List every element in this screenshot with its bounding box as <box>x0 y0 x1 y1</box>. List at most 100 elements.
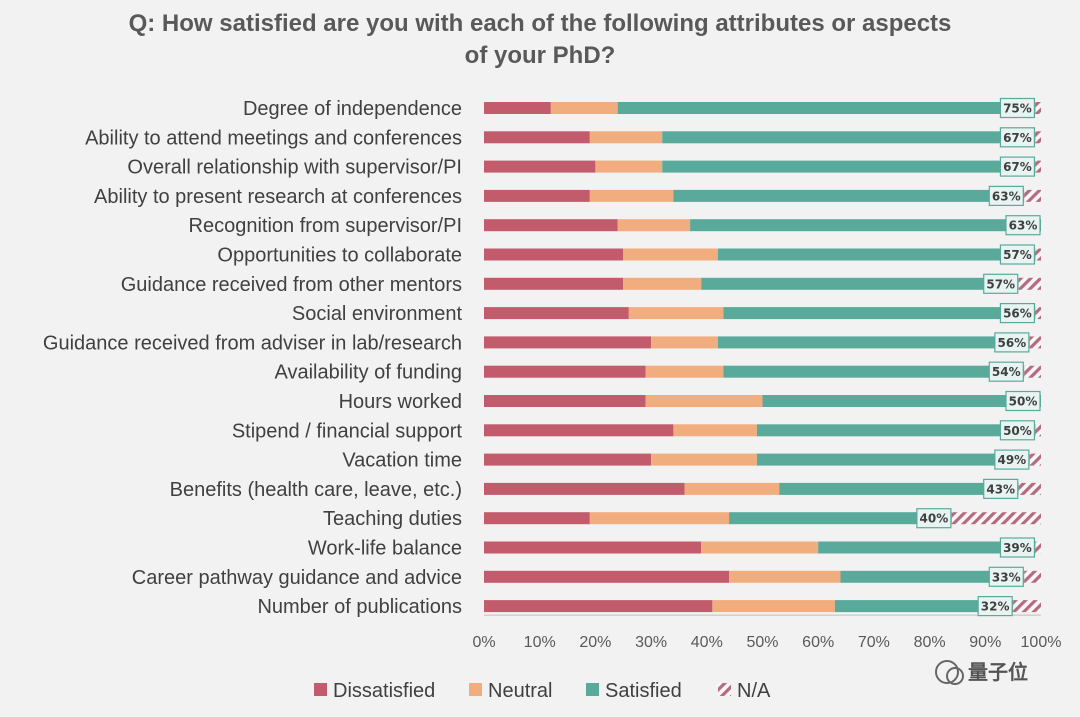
legend-swatch-neutral <box>469 683 482 696</box>
bar-n-a-work-life-balance <box>1035 541 1041 554</box>
category-label-work-life-balance: Work-life balance <box>308 538 462 560</box>
category-label-stipend-financial-support: Stipend / financial support <box>232 420 463 442</box>
watermark-text: 量子位 <box>968 660 1028 684</box>
data-label-hours-worked: 50% <box>1009 395 1038 409</box>
bar-dissatisfied-overall-relationship-with-supervisor-pi <box>484 160 596 173</box>
bar-n-a-ability-to-attend-meetings-and-conferences <box>1035 131 1041 144</box>
bar-neutral-hours-worked <box>645 395 763 407</box>
data-label-number-of-publications: 32% <box>981 600 1010 614</box>
data-label-social-environment: 56% <box>1003 307 1032 321</box>
bar-dissatisfied-career-pathway-guidance-and-advice <box>484 570 730 583</box>
data-label-degree-of-independence: 75% <box>1003 102 1032 116</box>
data-label-box-overall-relationship-with-supervisor-pi <box>999 156 1036 177</box>
bar-neutral-number-of-publications <box>712 600 835 613</box>
bar-satisfied-availability-of-funding <box>723 365 1025 378</box>
data-label-box-stipend-financial-support <box>999 420 1036 441</box>
bar-satisfied-degree-of-independence <box>617 102 1036 114</box>
bar-neutral-overall-relationship-with-supervisor-pi <box>595 160 663 173</box>
bar-dissatisfied-number-of-publications <box>484 600 713 613</box>
bar-dissatisfied-ability-to-attend-meetings-and-conferences <box>484 131 590 144</box>
legend-label-dissatisfied: Dissatisfied <box>333 680 435 702</box>
x-tick-20pct: 20% <box>579 634 611 651</box>
category-label-opportunities-to-collaborate: Opportunities to collaborate <box>217 245 462 267</box>
data-label-opportunities-to-collaborate: 57% <box>1003 248 1032 262</box>
chart-title-line-1: Q: How satisfied are you with each of th… <box>128 10 952 37</box>
x-tick-100pct: 100% <box>1021 634 1062 651</box>
data-label-stipend-financial-support: 50% <box>1003 424 1032 438</box>
category-label-degree-of-independence: Degree of independence <box>243 98 462 120</box>
bar-n-a-degree-of-independence <box>1035 102 1041 114</box>
data-label-ability-to-attend-meetings-and-conferences: 67% <box>1003 131 1032 145</box>
x-tick-90pct: 90% <box>969 634 1001 651</box>
bar-satisfied-overall-relationship-with-supervisor-pi <box>662 160 1036 173</box>
bar-dissatisfied-stipend-financial-support <box>484 424 674 437</box>
bar-satisfied-vacation-time <box>756 453 1030 466</box>
category-labels: Degree of independence Ability to attend … <box>43 98 463 618</box>
legend-swatch-n-a <box>718 683 731 696</box>
bar-n-a-benefits-health-care-leave-etc <box>1018 482 1041 495</box>
bars-group <box>484 102 1041 613</box>
bar-n-a-opportunities-to-collaborate <box>1035 248 1041 261</box>
bar-neutral-ability-to-present-research-at-conferences <box>589 189 674 202</box>
legend-swatch-satisfied <box>586 683 599 696</box>
bar-neutral-career-pathway-guidance-and-advice <box>729 570 841 583</box>
bar-n-a-guidance-received-from-other-mentors <box>1018 277 1041 290</box>
x-tick-30pct: 30% <box>635 634 667 651</box>
bar-neutral-stipend-financial-support <box>673 424 757 437</box>
bar-dissatisfied-recognition-from-supervisor-pi <box>484 219 618 232</box>
data-label-box-opportunities-to-collaborate <box>999 244 1036 265</box>
category-label-teaching-duties: Teaching duties <box>323 508 462 530</box>
bar-dissatisfied-vacation-time <box>484 453 652 466</box>
bar-satisfied-recognition-from-supervisor-pi <box>690 219 1041 232</box>
bar-satisfied-social-environment <box>723 307 1036 320</box>
data-label-benefits-health-care-leave-etc: 43% <box>986 482 1015 496</box>
x-tick-50pct: 50% <box>746 634 778 651</box>
data-label-box-career-pathway-guidance-and-advice <box>988 566 1024 587</box>
bar-satisfied-number-of-publications <box>834 600 1014 613</box>
watermark-logo-icon-inner <box>946 667 964 685</box>
category-label-vacation-time: Vacation time <box>342 450 462 472</box>
bar-satisfied-stipend-financial-support <box>756 424 1036 437</box>
bar-dissatisfied-guidance-received-from-adviser-in-lab-research <box>484 336 652 349</box>
legend-label-neutral: Neutral <box>488 680 552 702</box>
legend-swatch-dissatisfied <box>314 683 327 696</box>
chart-title-line-2: of your PhD? <box>464 42 616 69</box>
bar-satisfied-ability-to-attend-meetings-and-conferences <box>662 131 1036 144</box>
data-label-guidance-received-from-adviser-in-lab-research: 56% <box>997 336 1026 350</box>
bar-neutral-benefits-health-care-leave-etc <box>684 482 780 495</box>
bar-dissatisfied-ability-to-present-research-at-conferences <box>484 189 590 202</box>
data-label-box-guidance-received-from-other-mentors <box>983 273 1019 294</box>
bar-satisfied-ability-to-present-research-at-conferences <box>673 189 1025 202</box>
data-label-guidance-received-from-other-mentors: 57% <box>986 277 1015 291</box>
legend-label-satisfied: Satisfied <box>605 680 682 702</box>
bar-n-a-guidance-received-from-adviser-in-lab-research <box>1029 336 1041 349</box>
bar-neutral-social-environment <box>628 307 724 320</box>
data-label-ability-to-present-research-at-conferences: 63% <box>992 189 1021 203</box>
bar-neutral-vacation-time <box>651 453 757 466</box>
bar-neutral-availability-of-funding <box>645 365 724 378</box>
bar-neutral-work-life-balance <box>701 541 819 554</box>
watermark: 量子位 <box>935 660 1028 685</box>
data-label-box-ability-to-attend-meetings-and-conferences <box>999 127 1036 148</box>
category-label-ability-to-attend-meetings-and-conferences: Ability to attend meetings and conferenc… <box>85 127 462 149</box>
data-label-box-number-of-publications <box>977 595 1013 617</box>
data-label-recognition-from-supervisor-pi: 63% <box>1009 219 1038 233</box>
bar-neutral-degree-of-independence <box>550 102 618 114</box>
x-tick-labels: 0% 10% 20% 30% 40% 50% 60% 70% 80% 90% 100% <box>472 634 1061 651</box>
data-label-work-life-balance: 39% <box>1003 541 1032 555</box>
x-tick-60pct: 60% <box>802 634 834 651</box>
data-labels: 75% 67% 67% 63% 63% 57% 57% 56% 56% 54% 50% 50% 49% 4… <box>916 97 1041 617</box>
bar-satisfied-work-life-balance <box>818 541 1036 554</box>
data-label-box-hours-worked <box>1005 390 1041 412</box>
bar-n-a-teaching-duties <box>951 512 1041 525</box>
category-label-recognition-from-supervisor-pi: Recognition from supervisor/PI <box>189 215 462 237</box>
data-label-box-benefits-health-care-leave-etc <box>983 478 1019 499</box>
bar-neutral-guidance-received-from-adviser-in-lab-research <box>651 336 718 349</box>
bar-dissatisfied-social-environment <box>484 307 629 320</box>
bar-dissatisfied-degree-of-independence <box>484 102 551 114</box>
category-label-availability-of-funding: Availability of funding <box>274 362 462 384</box>
bar-dissatisfied-opportunities-to-collaborate <box>484 248 624 261</box>
category-label-ability-to-present-research-at-conferences: Ability to present research at conferenc… <box>94 186 462 208</box>
bar-satisfied-benefits-health-care-leave-etc <box>779 482 1019 495</box>
